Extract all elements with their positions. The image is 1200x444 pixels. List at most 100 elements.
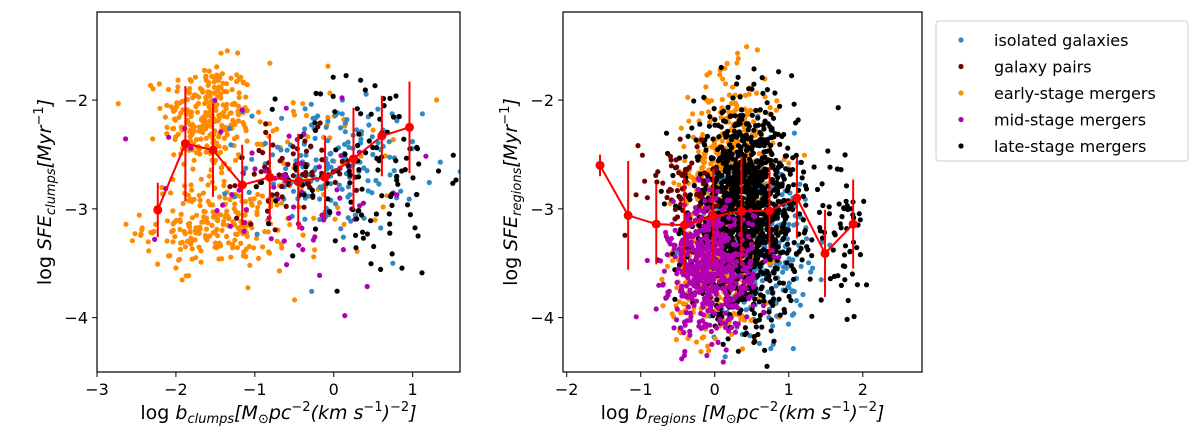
- scatter-point: [171, 116, 178, 122]
- scatter-point: [842, 243, 849, 249]
- scatter-point: [831, 273, 838, 279]
- scatter-point: [227, 184, 233, 190]
- x-axis-label-part: −1: [831, 400, 850, 415]
- scatter-point: [750, 173, 756, 179]
- scatter-point: [700, 181, 707, 187]
- scatter-point: [721, 118, 727, 124]
- scatter-point: [706, 258, 712, 264]
- scatter-point: [687, 279, 693, 285]
- x-axis-label-part: log: [601, 402, 636, 424]
- scatter-point: [286, 133, 292, 139]
- scatter-point: [653, 306, 659, 312]
- scatter-point: [720, 253, 726, 259]
- scatter-point: [165, 86, 172, 93]
- scatter-point: [214, 102, 220, 108]
- scatter-point: [774, 188, 781, 194]
- scatter-point: [732, 274, 738, 280]
- scatter-point: [753, 132, 759, 138]
- scatter-point: [129, 238, 135, 244]
- scatter-point: [826, 204, 832, 210]
- scatter-point: [733, 191, 739, 198]
- scatter-point: [678, 288, 684, 294]
- scatter-point: [302, 106, 308, 112]
- scatter-point: [325, 114, 331, 120]
- median-point: [595, 160, 605, 170]
- scatter-point: [702, 322, 708, 328]
- scatter-point: [819, 235, 826, 241]
- scatter-point: [768, 299, 774, 305]
- scatter-point: [365, 188, 371, 194]
- scatter-point: [251, 171, 257, 177]
- scatter-point: [319, 212, 325, 218]
- scatter-point: [173, 265, 179, 271]
- scatter-point: [678, 325, 684, 331]
- scatter-point: [765, 157, 771, 163]
- x-axis-label-part: [M: [696, 402, 726, 424]
- scatter-point: [219, 227, 225, 233]
- scatter-point: [287, 222, 293, 228]
- scatter-point: [763, 174, 769, 180]
- x-tick-label: 2: [858, 380, 868, 399]
- scatter-point: [803, 202, 809, 208]
- scatter-point: [309, 172, 315, 178]
- scatter-point: [235, 50, 241, 56]
- scatter-point: [753, 159, 759, 165]
- scatter-point: [726, 328, 732, 334]
- scatter-point: [687, 196, 693, 203]
- scatter-point: [728, 153, 734, 159]
- scatter-point: [769, 247, 775, 254]
- scatter-point: [267, 60, 273, 66]
- median-point: [320, 172, 330, 182]
- scatter-point: [702, 170, 708, 176]
- scatter-point: [788, 297, 794, 304]
- scatter-point: [309, 187, 315, 193]
- scatter-point: [656, 282, 662, 288]
- scatter-point: [355, 208, 361, 214]
- scatter-point: [203, 109, 209, 116]
- scatter-point: [712, 122, 718, 128]
- scatter-point: [254, 209, 260, 215]
- scatter-point: [232, 183, 238, 189]
- scatter-point: [269, 106, 275, 112]
- scatter-point: [193, 103, 199, 110]
- median-line: [599, 164, 854, 256]
- scatter-point: [765, 121, 771, 127]
- scatter-point: [806, 260, 812, 266]
- scatter-point: [761, 310, 767, 316]
- scatter-point: [726, 109, 732, 115]
- y-axis-label-part: ]: [500, 98, 522, 106]
- scatter-point: [690, 247, 696, 253]
- scatter-point: [279, 194, 285, 200]
- scatter-point: [707, 114, 713, 120]
- scatter-point: [755, 115, 761, 121]
- scatter-point: [664, 252, 670, 258]
- scatter-point: [701, 227, 707, 233]
- scatter-point: [744, 170, 750, 176]
- scatter-point: [791, 130, 798, 136]
- scatter-point: [676, 299, 682, 305]
- scatter-point: [239, 107, 245, 113]
- scatter-point: [360, 200, 366, 206]
- scatter-point: [784, 214, 790, 220]
- scatter-point: [266, 249, 272, 255]
- scatter-point: [290, 253, 296, 259]
- scatter-point: [654, 179, 660, 185]
- scatter-point: [790, 288, 796, 294]
- scatter-point: [773, 283, 779, 289]
- scatter-point: [745, 275, 751, 282]
- scatter-point: [245, 285, 251, 291]
- scatter-point: [222, 191, 228, 197]
- scatter-point: [713, 271, 719, 277]
- scatter-point: [203, 149, 209, 155]
- scatter-point: [843, 183, 850, 189]
- scatter-point: [703, 84, 709, 90]
- scatter-point: [669, 258, 676, 264]
- scatter-point: [192, 74, 198, 80]
- scatter-point: [751, 66, 757, 72]
- scatter-point: [317, 120, 323, 126]
- median-point: [153, 205, 163, 215]
- scatter-point: [780, 211, 786, 217]
- scatter-point: [272, 96, 278, 102]
- scatter-point: [688, 174, 694, 180]
- scatter-point: [748, 186, 755, 192]
